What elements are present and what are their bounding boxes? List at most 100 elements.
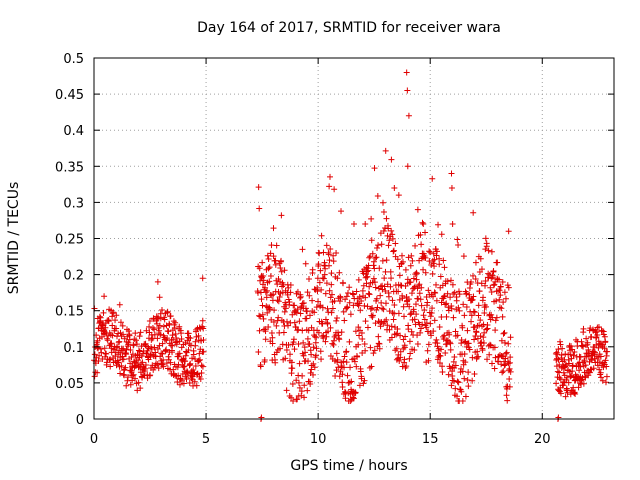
data-point [157, 331, 164, 338]
data-point [382, 147, 389, 154]
data-point [364, 268, 371, 275]
data-point [462, 359, 469, 366]
data-point [453, 393, 460, 400]
data-point [144, 347, 151, 354]
data-point [474, 348, 481, 355]
data-point [266, 278, 273, 285]
axis-ticks [93, 57, 614, 420]
data-point [491, 344, 498, 351]
data-point [502, 350, 509, 357]
x-tick-labels: 0 5 10 15 20 [90, 432, 551, 447]
data-point [155, 314, 162, 321]
data-point [394, 325, 401, 332]
data-point [156, 322, 163, 329]
data-point [266, 264, 273, 271]
data-point [374, 304, 381, 311]
y-tick-label: 0.5 [63, 52, 84, 67]
data-point [326, 183, 333, 190]
data-point [313, 334, 320, 341]
data-point [164, 335, 171, 342]
data-point [504, 282, 511, 289]
data-point [587, 325, 594, 332]
data-point [458, 337, 465, 344]
data-point [288, 359, 295, 366]
data-point [379, 286, 386, 293]
data-point [324, 328, 331, 335]
data-point [126, 336, 133, 343]
data-point [408, 252, 415, 259]
data-point [578, 377, 585, 384]
data-point [459, 397, 466, 404]
x-tick-label: 0 [90, 432, 98, 447]
data-point [319, 320, 326, 327]
data-point [294, 306, 301, 313]
data-point [407, 311, 414, 318]
data-point [310, 371, 317, 378]
data-point [397, 354, 404, 361]
data-point [300, 352, 307, 359]
data-point [440, 293, 447, 300]
data-point [147, 372, 154, 379]
data-point [333, 350, 340, 357]
data-point [301, 394, 308, 401]
data-point [454, 332, 461, 339]
data-point [284, 291, 291, 298]
data-point [167, 359, 174, 366]
data-point [410, 275, 417, 282]
data-point [369, 313, 376, 320]
data-point [91, 373, 98, 380]
data-point [100, 309, 107, 316]
data-point [364, 324, 371, 331]
data-point [383, 215, 390, 222]
data-point [601, 345, 608, 352]
data-point [315, 261, 322, 268]
data-point [448, 382, 455, 389]
data-point [392, 347, 399, 354]
data-point [199, 275, 206, 282]
data-point [446, 339, 453, 346]
data-point [306, 276, 312, 283]
data-point [192, 356, 199, 363]
data-point [132, 375, 139, 382]
data-point [381, 283, 388, 290]
data-point [316, 279, 323, 286]
data-point [442, 301, 449, 308]
data-point [192, 338, 199, 345]
data-point [199, 317, 206, 324]
data-point [381, 275, 388, 282]
data-point [163, 360, 170, 367]
data-point [431, 256, 438, 263]
data-point [418, 284, 425, 291]
data-point [481, 309, 488, 316]
data-point [482, 278, 489, 285]
data-point [327, 245, 334, 252]
data-point [182, 358, 189, 365]
data-point [493, 314, 500, 321]
data-point [293, 309, 300, 316]
data-point [400, 303, 407, 310]
data-point [334, 356, 341, 363]
data-point [316, 250, 323, 257]
data-point [595, 344, 602, 351]
data-point [585, 346, 592, 353]
data-point [294, 396, 301, 403]
data-point [603, 363, 610, 370]
data-point [393, 331, 400, 338]
data-point [302, 349, 309, 356]
data-point [394, 256, 401, 263]
data-point [448, 184, 455, 191]
y-tick-label: 0.05 [55, 377, 84, 392]
data-point [365, 267, 372, 274]
data-point [595, 323, 602, 330]
data-point [351, 358, 358, 365]
data-point [255, 349, 262, 356]
data-point [463, 290, 470, 297]
data-point [122, 364, 129, 371]
data-point [437, 273, 444, 280]
data-point [311, 364, 318, 371]
data-point [571, 348, 578, 355]
data-point [256, 205, 263, 212]
data-point [445, 371, 452, 378]
data-point [470, 209, 477, 216]
data-point [568, 355, 575, 362]
